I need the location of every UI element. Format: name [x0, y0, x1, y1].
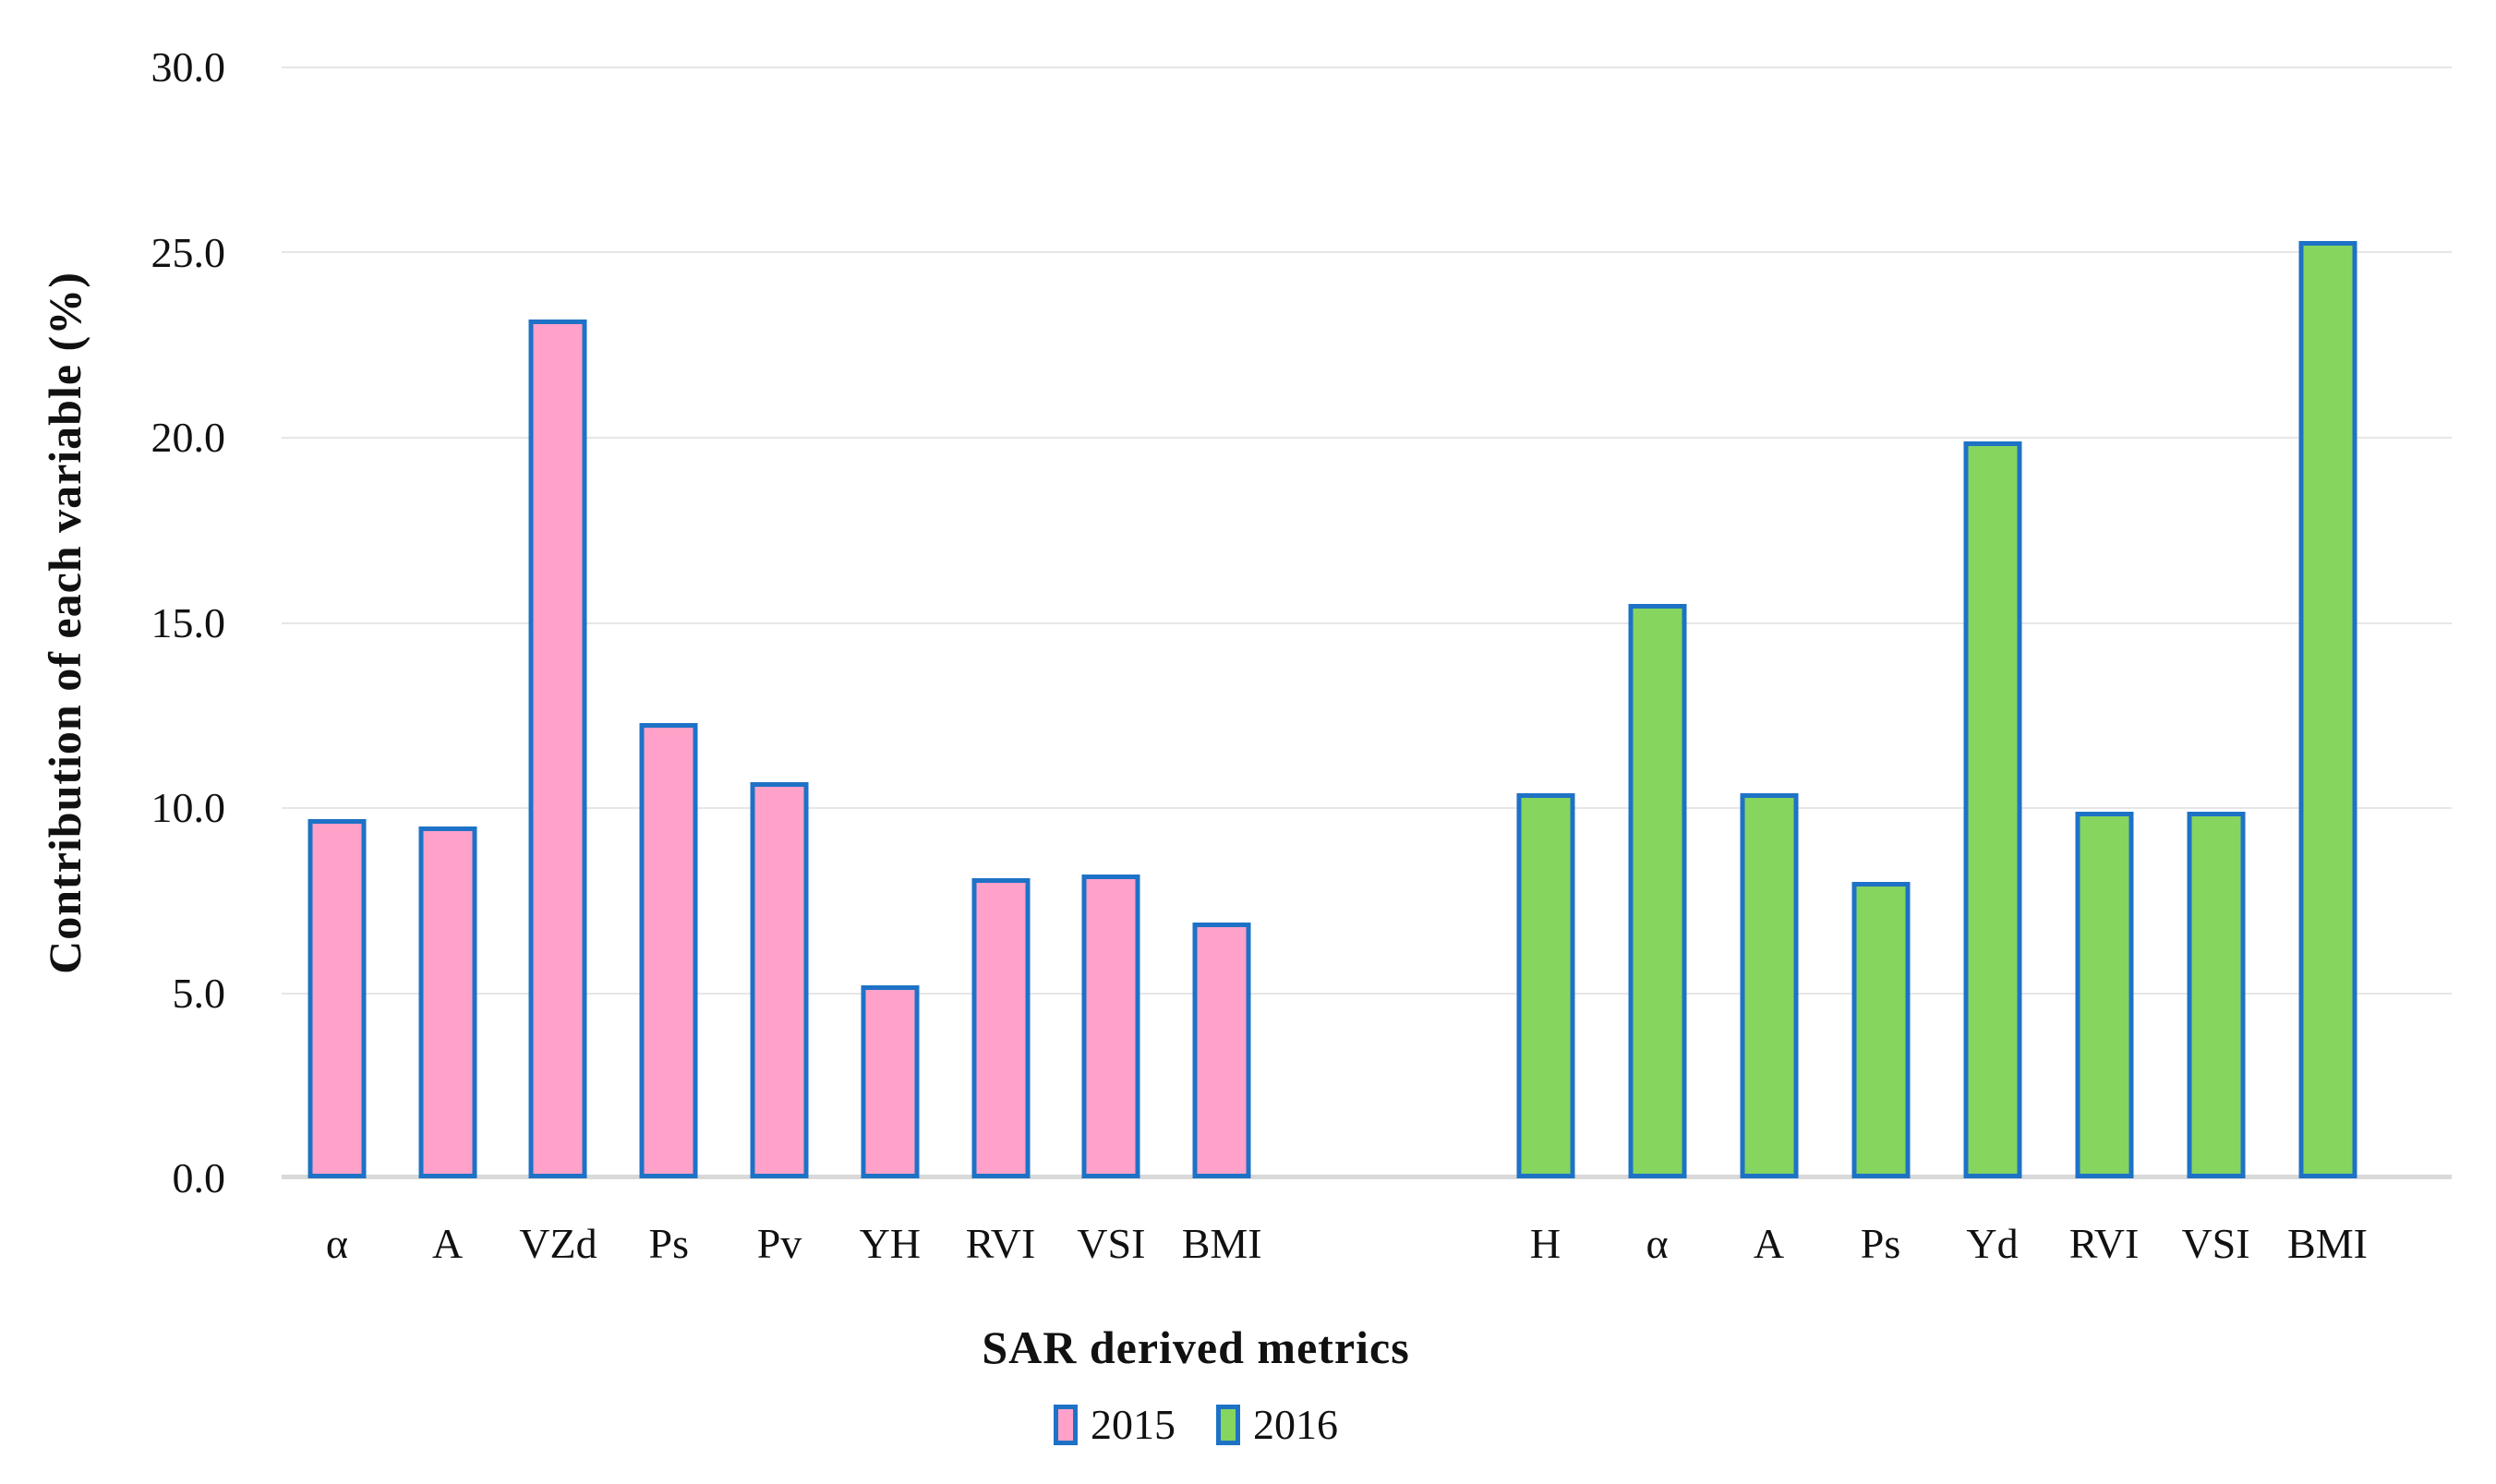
y-tick-label-20.0: 20.0: [151, 414, 226, 461]
legend-item-2016: 2016: [1216, 1404, 1338, 1446]
gridline-10.0: [282, 806, 2452, 809]
x-axis-baseline: [282, 1175, 2452, 1179]
bar-2015-A: [418, 826, 477, 1178]
category-slot-2016-Ps: Ps: [1825, 67, 1936, 1267]
bar-2016-Ps: [1851, 882, 1910, 1178]
category-label-2016-RVI: RVI: [2068, 1220, 2140, 1267]
legend-item-2015: 2015: [1054, 1404, 1176, 1446]
category-label-2016-Yd: Yd: [1966, 1220, 2019, 1267]
gridline-30.0: [282, 66, 2452, 68]
bar-2015-Pv: [750, 781, 809, 1178]
bar-2016-α: [1628, 604, 1686, 1178]
category-slot-2016-α: α: [1601, 67, 1713, 1267]
category-slot-2015-VZd: VZd: [503, 67, 614, 1267]
category-slot-2016-H: H: [1489, 67, 1601, 1267]
category-slot-2015-YH: YH: [835, 67, 946, 1267]
legend-label-2016: 2016: [1253, 1401, 1338, 1448]
bar-2015-VSI: [1081, 875, 1140, 1178]
category-label-2015-BMI: BMI: [1181, 1220, 1262, 1267]
category-label-2015-A: A: [432, 1220, 464, 1267]
category-label-2015-Pv: Pv: [756, 1220, 802, 1267]
bar-2016-A: [1740, 792, 1798, 1178]
category-slot-2015-VSI: VSI: [1055, 67, 1166, 1267]
bar-2016-RVI: [2075, 812, 2133, 1178]
x-axis-title: SAR derived metrics: [982, 1321, 1410, 1373]
bar-2015-Ps: [639, 722, 698, 1178]
bar-2015-RVI: [971, 878, 1031, 1178]
legend: 2015 2016: [0, 1404, 2392, 1446]
category-slot-2015-A: A: [392, 67, 503, 1267]
legend-swatch-2015: [1054, 1405, 1078, 1445]
bar-2015-BMI: [1192, 923, 1251, 1178]
gridline-25.0: [282, 251, 2452, 254]
category-label-2015-YH: YH: [859, 1220, 922, 1267]
bar-2015-YH: [861, 985, 920, 1178]
category-label-2016-H: H: [1529, 1220, 1562, 1267]
category-label-2015-VZd: VZd: [519, 1220, 597, 1267]
bar-2016-BMI: [2298, 241, 2357, 1178]
category-label-2016-α: α: [1646, 1220, 1669, 1267]
bar-2016-H: [1516, 792, 1574, 1178]
legend-label-2015: 2015: [1091, 1401, 1176, 1448]
category-slot-2016-A: A: [1713, 67, 1825, 1267]
y-tick-label-5.0: 5.0: [172, 969, 226, 1017]
bar-group-2015: α A VZd Ps Pv YH RVI VSI BMI: [282, 67, 1277, 1267]
y-tick-label-15.0: 15.0: [151, 598, 226, 646]
category-slot-2015-Ps: Ps: [613, 67, 724, 1267]
gridline-20.0: [282, 436, 2452, 439]
category-slot-2015-RVI: RVI: [946, 67, 1056, 1267]
category-slot-2016-RVI: RVI: [2048, 67, 2160, 1267]
y-tick-label-25.0: 25.0: [151, 228, 226, 276]
category-label-2015-VSI: VSI: [1077, 1220, 1146, 1267]
gridline-5.0: [282, 992, 2452, 995]
category-label-2016-A: A: [1753, 1220, 1785, 1267]
category-label-2015-Ps: Ps: [648, 1220, 689, 1267]
y-axis-tick-labels: 30.0 25.0 20.0 15.0 10.0 5.0 0.0: [0, 46, 233, 1200]
y-tick-label-10.0: 10.0: [151, 784, 226, 831]
category-label-2016-VSI: VSI: [2181, 1220, 2250, 1267]
category-slot-2016-Yd: Yd: [1936, 67, 2048, 1267]
category-label-2016-Ps: Ps: [1860, 1220, 1901, 1267]
bar-2016-VSI: [2187, 812, 2245, 1178]
category-slot-2016-BMI: BMI: [2272, 67, 2383, 1267]
legend-swatch-2016: [1216, 1405, 1240, 1445]
category-label-2015-RVI: RVI: [965, 1220, 1036, 1267]
category-slot-2016-VSI: VSI: [2160, 67, 2272, 1267]
y-tick-label-30.0: 30.0: [151, 43, 226, 90]
category-label-2016-BMI: BMI: [2287, 1220, 2368, 1267]
bar-2016-Yd: [1963, 441, 2021, 1178]
bar-2015-α: [307, 819, 367, 1178]
y-tick-label-0.0: 0.0: [172, 1154, 226, 1201]
category-label-2015-α: α: [325, 1220, 348, 1267]
category-slot-2015-α: α: [282, 67, 392, 1267]
gridline-15.0: [282, 621, 2452, 624]
bar-2015-VZd: [528, 319, 587, 1178]
category-slot-2015-BMI: BMI: [1166, 67, 1277, 1267]
category-slot-2015-Pv: Pv: [724, 67, 835, 1267]
